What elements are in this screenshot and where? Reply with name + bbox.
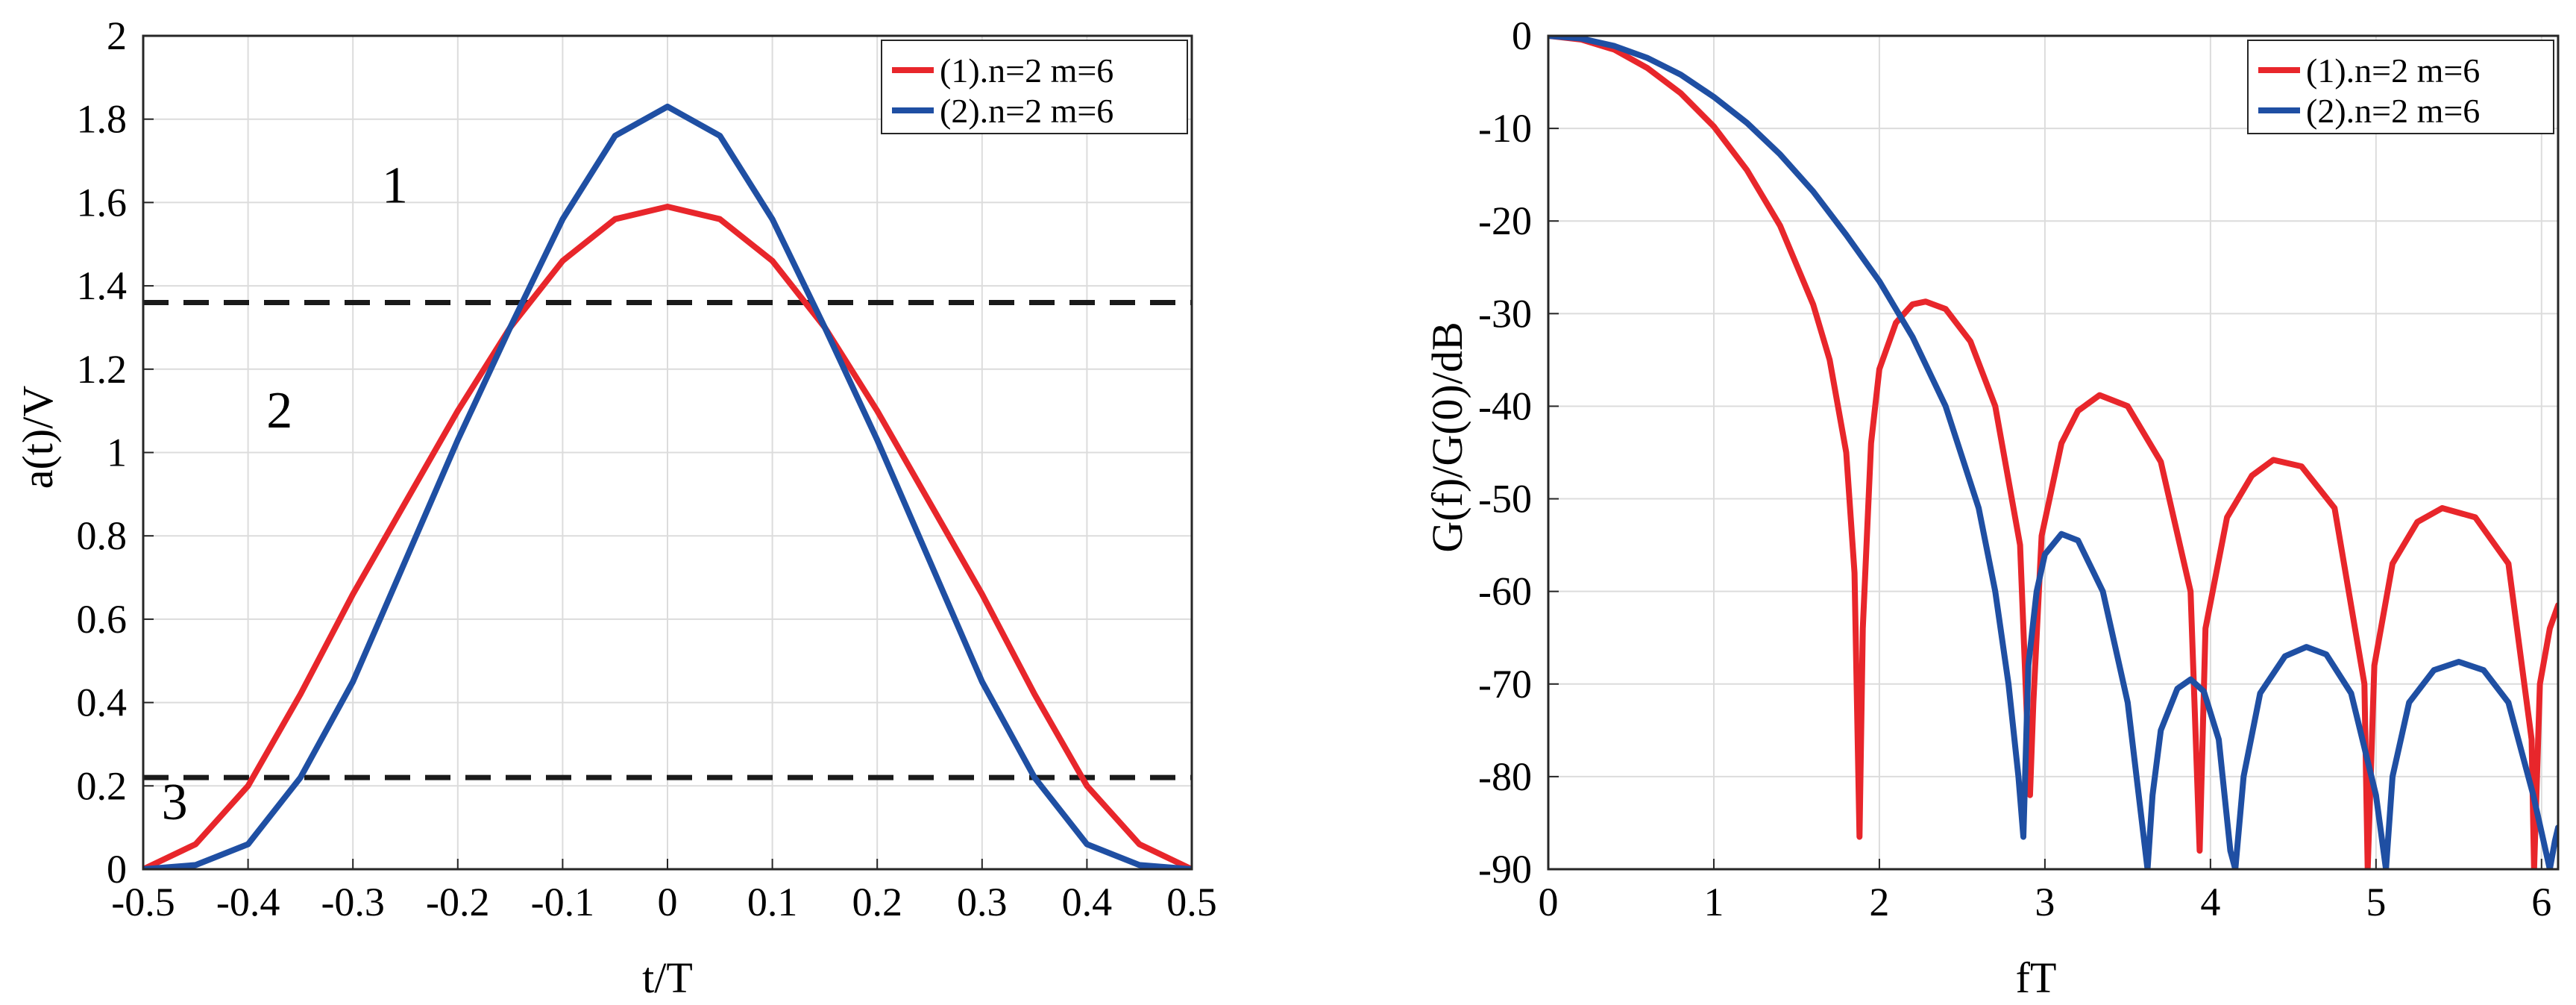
spectrum-chart: 0 1 2 3 4 5 6 0 -10 -20 -30 -40 -50 -60 -70 -80 -90 fT G… — [1423, 13, 2560, 1002]
y-tick-label: -60 — [1478, 569, 1532, 614]
y-tick-label: 1.2 — [77, 347, 128, 392]
x-tick-label: -0.1 — [531, 880, 594, 924]
legend-entry-2: (2).n=2 m=6 — [2306, 92, 2480, 130]
y-tick-label: -70 — [1478, 662, 1532, 707]
legend-entry-2: (2).n=2 m=6 — [940, 92, 1113, 130]
x-tick-label: 0.3 — [957, 880, 1008, 924]
x-tick-label: 5 — [2366, 880, 2386, 924]
time-domain-chart: -0.5 -0.4 -0.3 -0.2 -0.1 0 0.1 0.2 0.3 0.4 0.5 0 0.2… — [13, 13, 1217, 1002]
legend-box — [2247, 40, 2554, 134]
y-tick-label: 1 — [107, 431, 127, 475]
y-tick-label: 1.4 — [77, 263, 128, 308]
x-tick-label: -0.3 — [321, 880, 384, 924]
y-tick-label: -40 — [1478, 383, 1532, 428]
y-tick-label: -10 — [1478, 106, 1532, 151]
series-line-2 — [1548, 36, 2558, 869]
legend-entry-1: (1).n=2 m=6 — [940, 51, 1113, 90]
x-axis-label: fT — [2016, 954, 2057, 1002]
legend-box — [881, 40, 1188, 134]
x-tick-label: 0 — [658, 880, 678, 924]
x-tick-label: 2 — [1869, 880, 1889, 924]
y-tick-label: -20 — [1478, 198, 1532, 243]
x-axis-label: t/T — [642, 954, 693, 1002]
plot-frame — [1547, 34, 2560, 871]
y-tick-label: 2 — [107, 13, 127, 58]
x-tick-label: 6 — [2531, 880, 2551, 924]
series-line-2 — [143, 103, 1192, 869]
x-tick-label: -0.5 — [111, 880, 175, 924]
y-tick-label: 0.2 — [77, 763, 128, 808]
x-tick-label: 0.2 — [852, 880, 902, 924]
y-tick-label: 0 — [107, 847, 127, 892]
x-tick-label: 0.1 — [747, 880, 798, 924]
x-tick-label: 4 — [2200, 880, 2220, 924]
y-tick-label: 0.8 — [77, 513, 128, 558]
y-axis-label: a(t)/V — [13, 386, 62, 489]
y-tick-label: -90 — [1478, 847, 1532, 892]
y-tick-label: 0 — [1512, 13, 1532, 58]
region-label: 1 — [382, 157, 408, 214]
x-tick-label: -0.4 — [216, 880, 280, 924]
y-tick-label: -30 — [1478, 291, 1532, 336]
region-label: 2 — [266, 382, 292, 439]
series-line-1 — [1548, 36, 2558, 869]
series-line-1 — [143, 204, 1192, 869]
x-tick-label: 0.4 — [1062, 880, 1113, 924]
y-tick-label: 0.6 — [77, 597, 128, 642]
y-tick-label: 0.4 — [77, 680, 128, 725]
y-tick-label: 1.8 — [77, 97, 128, 142]
x-tick-label: 3 — [2035, 880, 2055, 924]
y-tick-label: -50 — [1478, 477, 1532, 522]
region-label: 3 — [162, 774, 188, 831]
x-tick-label: -0.2 — [426, 880, 489, 924]
y-tick-label: 1.6 — [77, 180, 128, 225]
y-tick-label: -80 — [1478, 754, 1532, 799]
legend-entry-1: (1).n=2 m=6 — [2306, 51, 2480, 90]
x-tick-label: 1 — [1703, 880, 1724, 924]
x-tick-label: 0 — [1539, 880, 1559, 924]
x-tick-label: 0.5 — [1166, 880, 1217, 924]
y-axis-label: G(f)/G(0)/dB — [1423, 322, 1471, 552]
